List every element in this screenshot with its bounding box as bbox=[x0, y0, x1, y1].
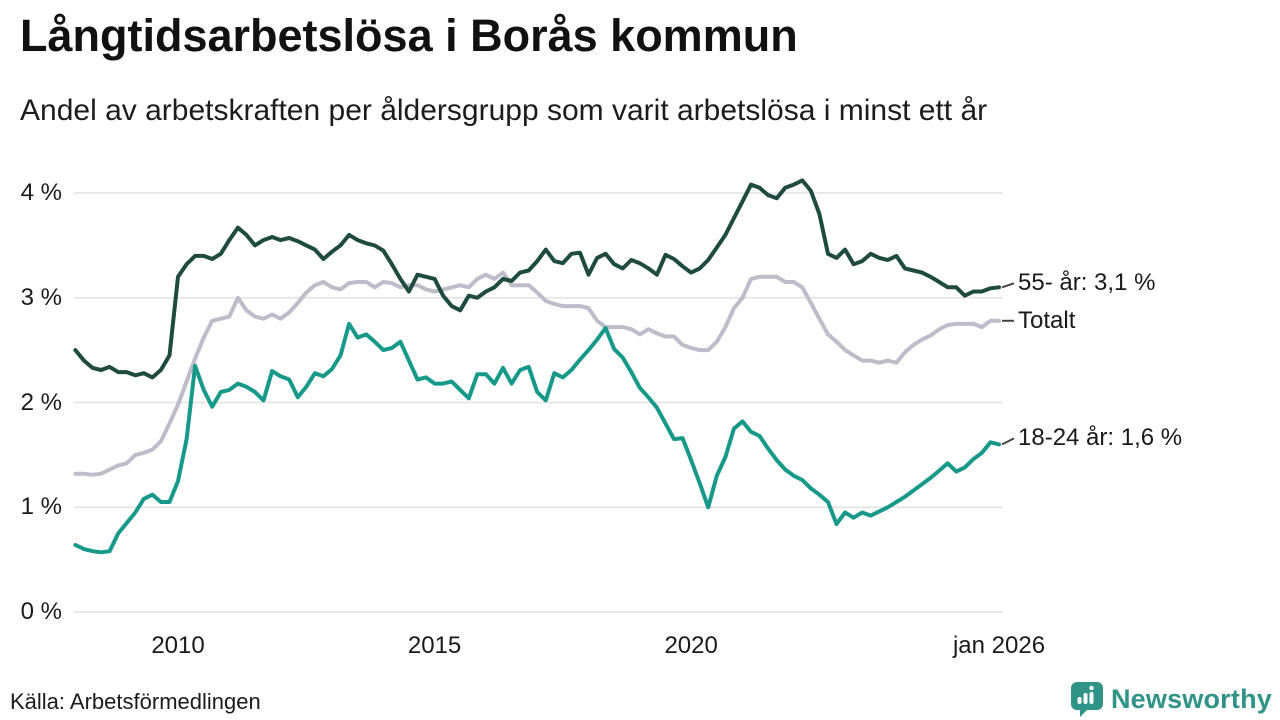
series-line-18-24-r bbox=[73, 321, 1001, 555]
y-axis-tick-label: 4 % bbox=[20, 179, 62, 206]
x-axis-tick-label: 2020 bbox=[664, 632, 718, 659]
x-axis-tick-label: 2015 bbox=[407, 632, 462, 659]
y-axis-tick-label: 3 % bbox=[20, 283, 62, 311]
logo-bar-medium bbox=[1083, 692, 1088, 704]
newsworthy-icon bbox=[1070, 681, 1103, 717]
chart-title: Långtidsarbetslösa i Borås kommun bbox=[20, 10, 798, 61]
newsworthy-wordmark: Newsworthy bbox=[1110, 683, 1272, 714]
series-end-label-55-r: 55- år: 3,1 % bbox=[1018, 269, 1156, 297]
y-axis-tick-label: 2 % bbox=[20, 388, 62, 416]
logo-exclamation-dot bbox=[1089, 685, 1094, 690]
newsworthy-logo: Newsworthy bbox=[1070, 680, 1272, 718]
logo-bar-tall bbox=[1089, 691, 1094, 704]
chart-subtitle: Andel av arbetskraften per åldersgrupp s… bbox=[20, 94, 988, 127]
label-connector-dash bbox=[1001, 437, 1015, 446]
source-note: Källa: Arbetsförmedlingen bbox=[10, 689, 261, 714]
x-axis-tick-label: 2010 bbox=[151, 632, 205, 659]
series-line-55-r bbox=[73, 178, 1001, 380]
series-end-label-totalt: Totalt bbox=[1018, 306, 1076, 334]
y-axis-tick-label: 0 % bbox=[20, 598, 62, 625]
label-connector-dash bbox=[1001, 282, 1015, 289]
y-axis-tick-label: 1 % bbox=[20, 493, 62, 521]
series-line-totalt bbox=[73, 270, 1001, 477]
x-axis-tick-label: jan 2026 bbox=[952, 632, 1046, 659]
logo-bar-small bbox=[1077, 696, 1082, 704]
series-end-label-18-24-r: 18-24 år: 1,6 % bbox=[1018, 424, 1183, 452]
